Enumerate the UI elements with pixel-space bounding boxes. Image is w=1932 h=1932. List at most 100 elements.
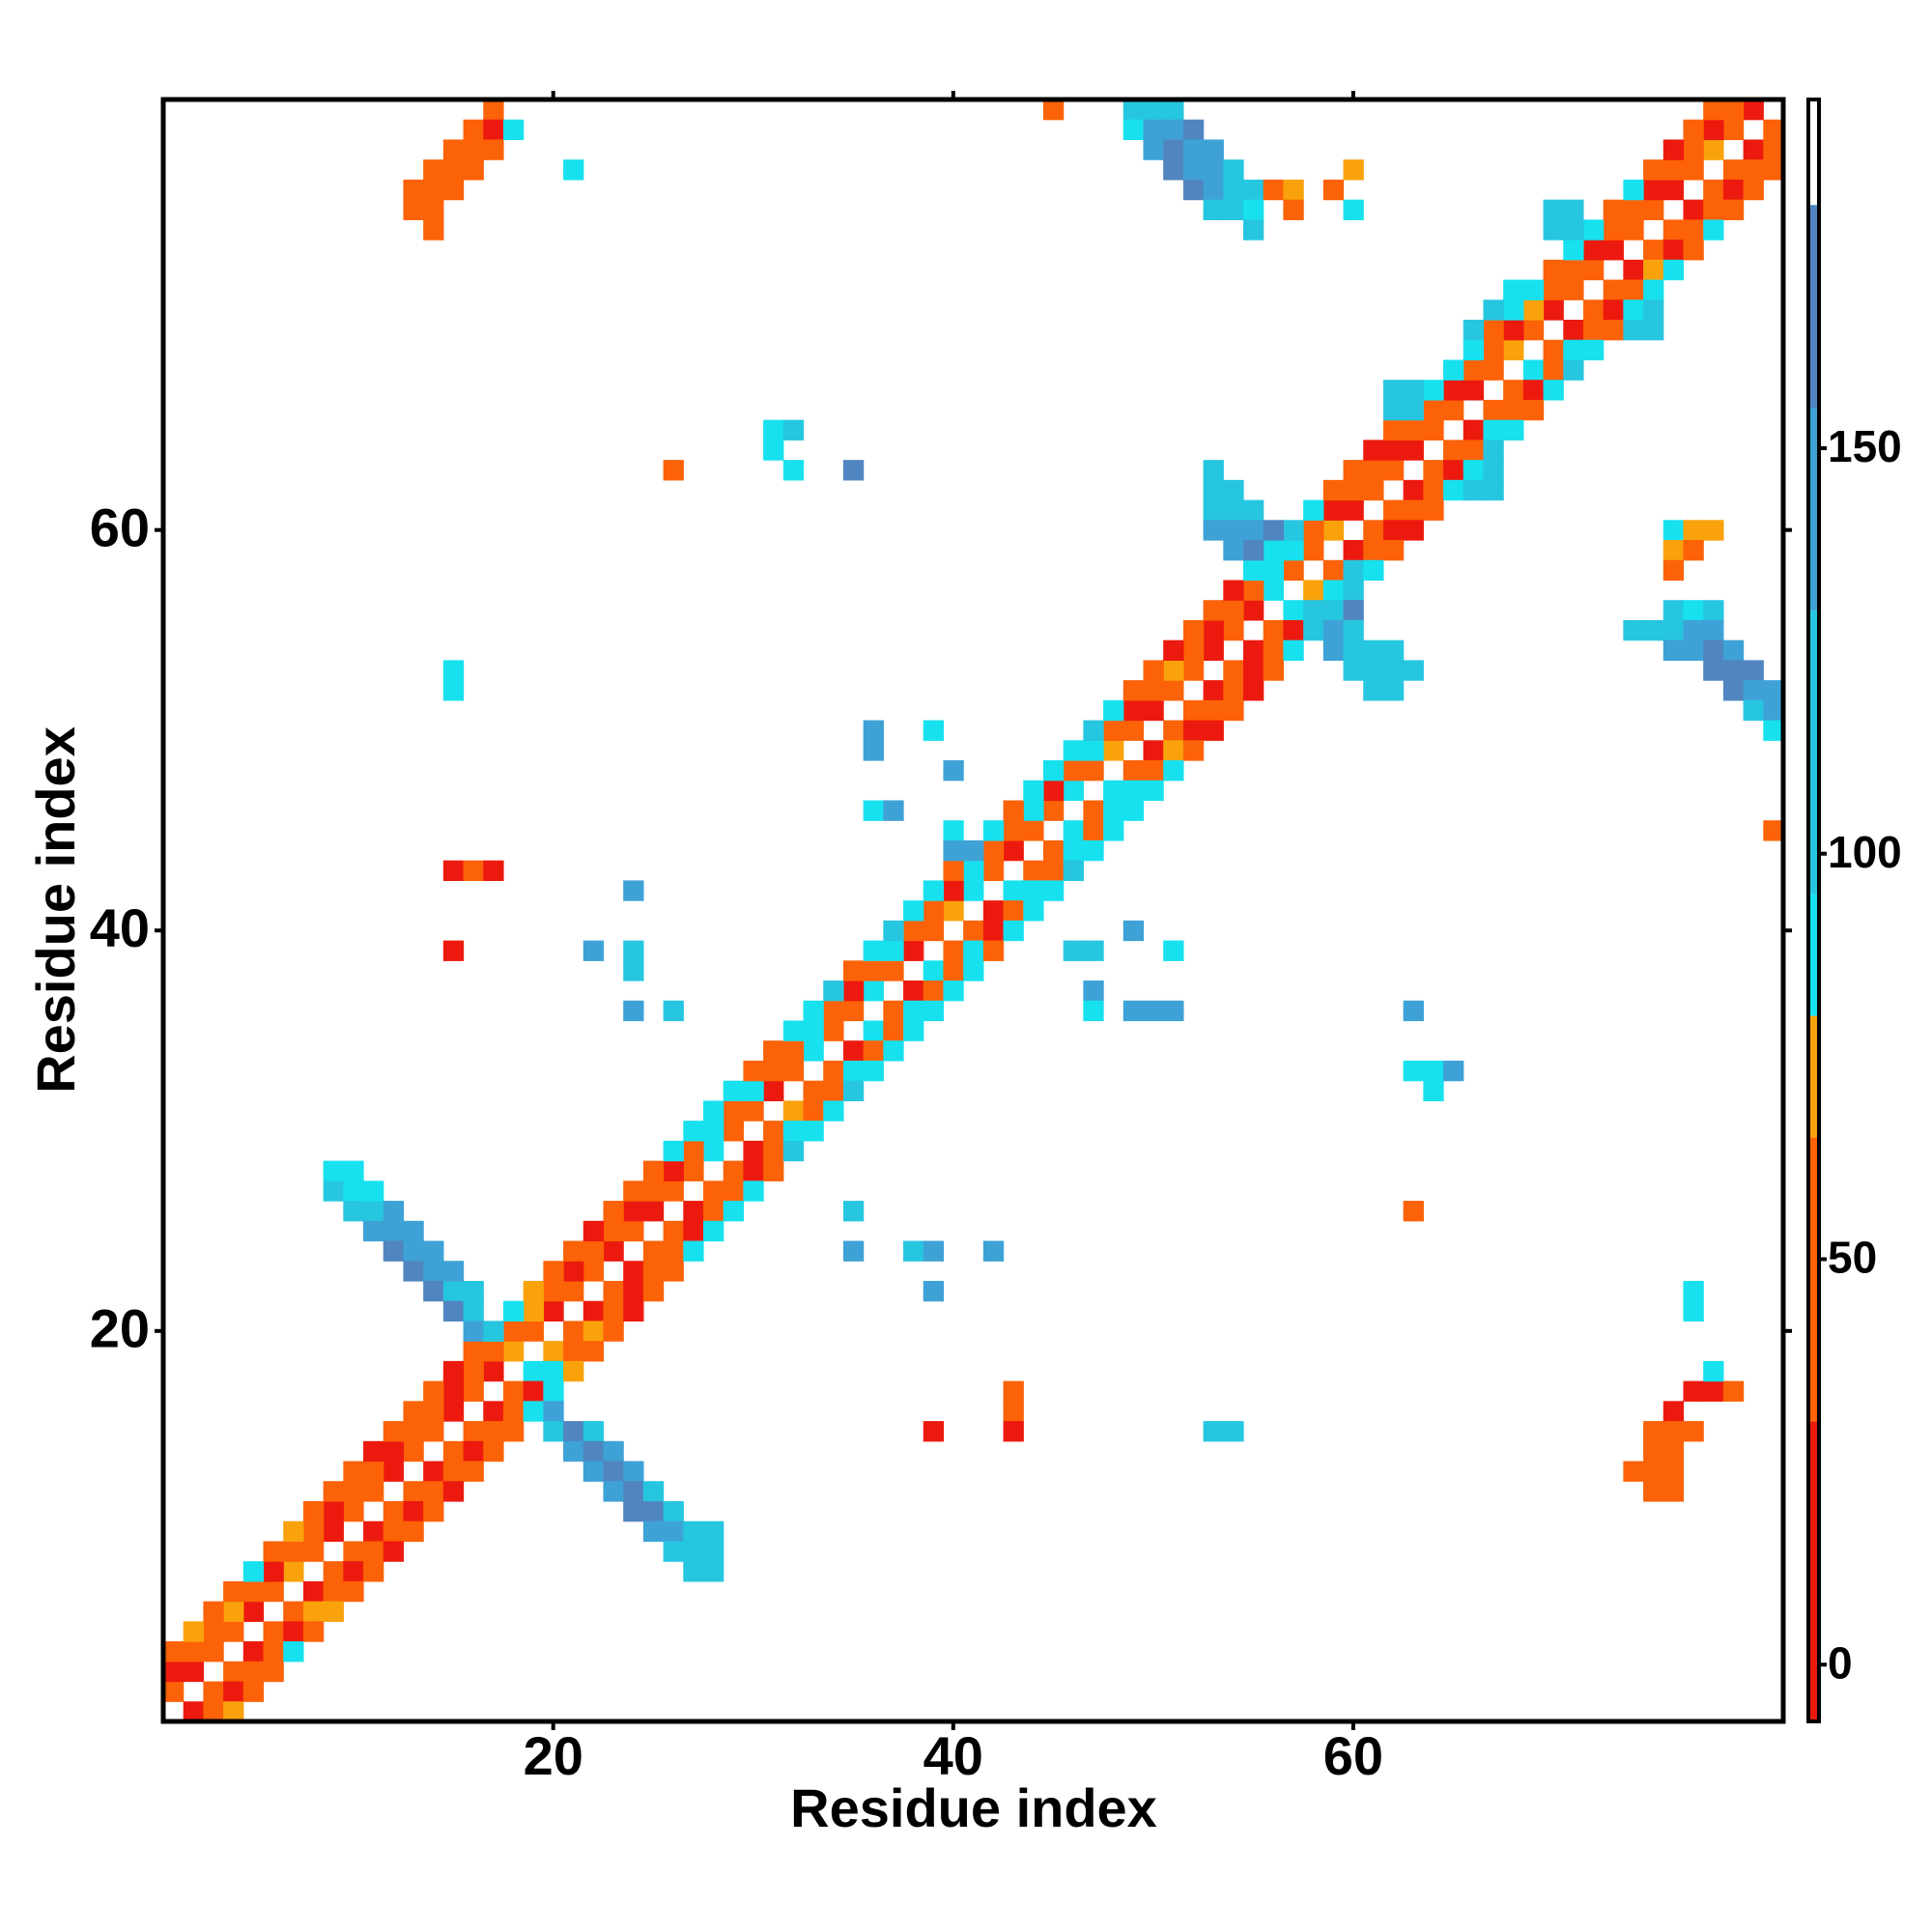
cell (782, 1020, 805, 1041)
cell (1363, 440, 1384, 461)
cell (1403, 1060, 1424, 1082)
cell (483, 1440, 504, 1463)
cell (1683, 119, 1704, 141)
cell (1303, 580, 1324, 601)
cell (1603, 219, 1624, 241)
cell (563, 159, 584, 181)
cell (1042, 839, 1065, 862)
cell (403, 1421, 424, 1442)
cell (1223, 580, 1244, 601)
cell (502, 1300, 525, 1322)
cell (223, 1681, 244, 1702)
cell (603, 1440, 624, 1463)
x-tick-label: 40 (923, 1725, 983, 1786)
cell (823, 980, 844, 1002)
cell (782, 1121, 805, 1142)
cell (223, 1621, 244, 1642)
cell (302, 1621, 325, 1642)
cell (1363, 559, 1384, 582)
cell (642, 1520, 665, 1543)
cell (963, 960, 984, 981)
cell (442, 139, 465, 160)
cell (903, 900, 924, 922)
cell (242, 1580, 265, 1603)
cell (743, 1100, 764, 1122)
cell (1322, 179, 1345, 201)
cell (1243, 219, 1264, 241)
cell (1122, 119, 1145, 141)
cell (1343, 600, 1364, 621)
cell (383, 1461, 405, 1482)
colorbar-segment (1808, 1137, 1819, 1422)
cell (1623, 219, 1644, 241)
cell (1582, 299, 1605, 321)
cell (1023, 860, 1044, 882)
cell (1363, 680, 1384, 701)
cell (1643, 1461, 1664, 1482)
cell (723, 1080, 745, 1102)
cell (1563, 259, 1584, 281)
cell (1223, 520, 1244, 541)
cell (1503, 279, 1524, 300)
cell (1503, 399, 1524, 421)
colorbar-segment (1808, 1015, 1819, 1138)
cell (923, 1000, 945, 1022)
cell (203, 1601, 224, 1622)
cell (1722, 179, 1745, 201)
cell (383, 1240, 405, 1262)
cell (1263, 179, 1285, 201)
y-tick-label: 20 (90, 1298, 150, 1359)
cell (1623, 179, 1644, 201)
cell (403, 179, 424, 201)
cell (663, 1160, 684, 1181)
cell (1203, 139, 1224, 160)
cell (1203, 680, 1224, 701)
cell (1623, 299, 1644, 321)
cell (183, 1621, 205, 1642)
cell (582, 1341, 605, 1362)
cell (1423, 460, 1444, 481)
cell (163, 1641, 185, 1662)
colorbar-tick-label: 50 (1828, 1233, 1877, 1283)
cell (383, 1201, 405, 1222)
cell (1662, 219, 1685, 241)
cell (743, 1080, 764, 1102)
cell (1403, 380, 1424, 401)
cell (1603, 299, 1624, 321)
cell (1243, 680, 1264, 701)
cell (1322, 600, 1345, 621)
cell (543, 1261, 564, 1282)
cell (363, 1561, 384, 1582)
cell (1322, 559, 1345, 582)
cell (883, 1040, 904, 1062)
cell (263, 1561, 284, 1582)
cell (1182, 639, 1205, 661)
cell (1042, 860, 1065, 882)
cell (1182, 740, 1205, 761)
cell (1403, 499, 1424, 521)
cell (1182, 699, 1205, 722)
cell (483, 1321, 504, 1342)
cell (1203, 600, 1224, 621)
cell (1263, 619, 1285, 641)
cell (442, 1360, 465, 1382)
cell (1243, 499, 1264, 521)
cell (683, 1121, 704, 1142)
cell (563, 1421, 584, 1442)
cell (582, 1440, 605, 1463)
cell (1463, 460, 1485, 481)
cell (982, 940, 1005, 961)
cell (483, 99, 504, 121)
cell (1382, 680, 1405, 701)
cell (1463, 419, 1485, 440)
cell (1643, 279, 1664, 300)
cell (1042, 880, 1065, 901)
cell (1643, 199, 1664, 220)
cell (1283, 600, 1304, 621)
cell (1503, 339, 1524, 361)
cell (1483, 419, 1504, 440)
cell (302, 1541, 325, 1562)
cell (863, 960, 884, 981)
cell (403, 1481, 424, 1502)
